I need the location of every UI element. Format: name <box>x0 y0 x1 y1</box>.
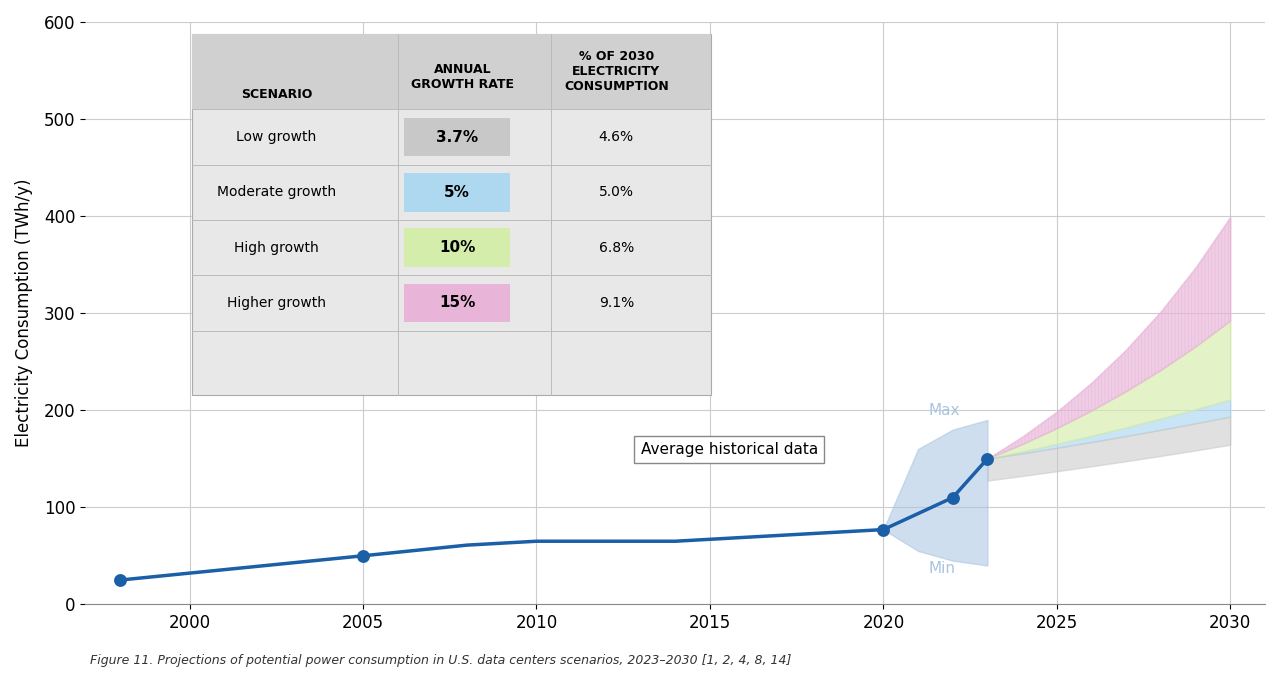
Text: Moderate growth: Moderate growth <box>218 185 337 200</box>
Text: Max: Max <box>928 403 960 418</box>
Text: 15%: 15% <box>439 295 475 311</box>
Point <box>353 551 374 561</box>
Text: 4.6%: 4.6% <box>599 130 634 144</box>
FancyBboxPatch shape <box>404 118 511 156</box>
Text: 3.7%: 3.7% <box>436 129 477 144</box>
FancyBboxPatch shape <box>192 34 710 109</box>
Text: Low growth: Low growth <box>237 130 316 144</box>
Text: 5%: 5% <box>444 185 470 200</box>
Point <box>110 575 131 586</box>
Text: High growth: High growth <box>234 241 319 255</box>
Text: Figure 11. Projections of potential power consumption in U.S. data centers scena: Figure 11. Projections of potential powe… <box>90 654 791 667</box>
FancyBboxPatch shape <box>404 228 511 267</box>
FancyBboxPatch shape <box>404 284 511 322</box>
Text: 5.0%: 5.0% <box>599 185 634 200</box>
Text: Min: Min <box>928 561 955 576</box>
Y-axis label: Electricity Consumption (TWh/y): Electricity Consumption (TWh/y) <box>15 179 33 448</box>
Text: % OF 2030
ELECTRICITY
CONSUMPTION: % OF 2030 ELECTRICITY CONSUMPTION <box>564 50 668 93</box>
Point <box>977 454 997 464</box>
Text: Higher growth: Higher growth <box>227 296 326 310</box>
Text: SCENARIO: SCENARIO <box>241 88 312 101</box>
Point <box>942 492 963 503</box>
FancyBboxPatch shape <box>192 34 710 395</box>
Text: Average historical data: Average historical data <box>640 442 818 457</box>
Text: ANNUAL
GROWTH RATE: ANNUAL GROWTH RATE <box>411 63 515 91</box>
Text: 6.8%: 6.8% <box>599 241 634 255</box>
Point <box>873 524 893 535</box>
Text: 9.1%: 9.1% <box>599 296 634 310</box>
FancyBboxPatch shape <box>404 173 511 212</box>
Text: 10%: 10% <box>439 240 475 255</box>
